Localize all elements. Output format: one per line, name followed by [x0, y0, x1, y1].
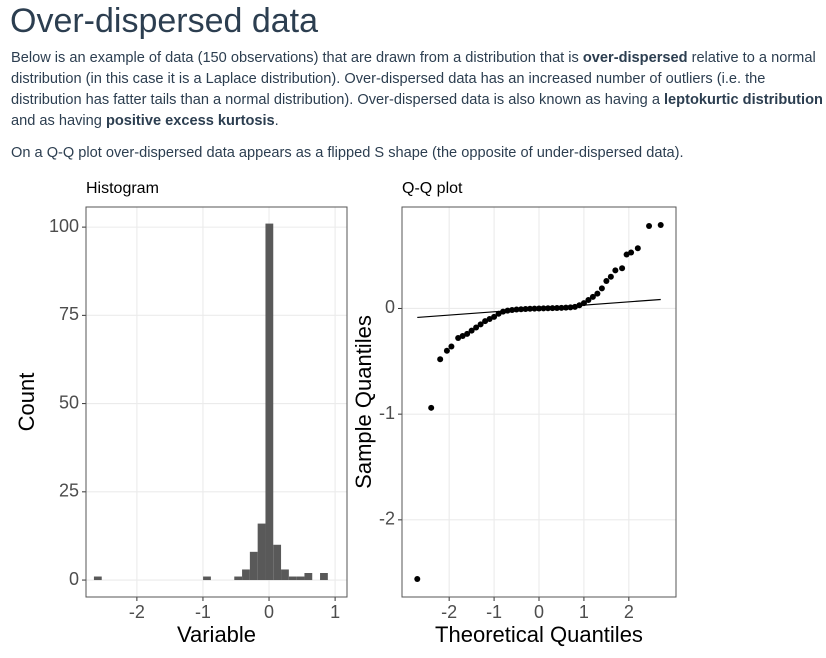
histogram-bar: [281, 569, 289, 581]
y-tick-label: -2: [379, 509, 395, 529]
histogram-bar: [273, 544, 282, 581]
histogram-bar: [288, 576, 297, 581]
histogram-bar: [203, 576, 211, 581]
chart-title: Histogram: [86, 180, 159, 197]
qq-point: [477, 321, 484, 328]
bold-text: over-dispersed: [582, 50, 688, 66]
qq-point: [634, 245, 641, 252]
qq-point: [482, 318, 489, 325]
qq-point: [531, 305, 538, 312]
x-tick-label: -1: [195, 602, 211, 622]
qq-point: [468, 327, 475, 334]
panel-border: [85, 206, 348, 598]
histogram-bar: [257, 523, 266, 581]
text: .: [274, 113, 279, 129]
qq-point: [580, 300, 587, 307]
x-tick-label: 1: [579, 602, 589, 622]
y-tick-label: 50: [59, 392, 79, 412]
histogram-bar: [242, 569, 250, 581]
qq-point: [455, 335, 462, 342]
qq-point: [518, 306, 525, 313]
qq-point: [589, 293, 596, 300]
paragraph: Below is an example of data (150 observa…: [11, 48, 826, 132]
qq-point: [491, 313, 498, 320]
panel-border: [401, 206, 677, 598]
y-tick-label: 0: [69, 569, 79, 589]
qq-point: [562, 304, 569, 311]
qq-point: [536, 305, 542, 312]
bold-text: leptokurtic distribution: [664, 92, 823, 108]
qq-point: [527, 305, 534, 312]
text: and as having: [11, 113, 106, 129]
histogram-bar: [296, 576, 305, 581]
qq-point: [504, 307, 511, 314]
qq-point: [448, 343, 455, 350]
x-tick-label: 2: [624, 602, 634, 622]
x-axis-title: Theoretical Quantiles: [435, 622, 643, 647]
qq-point: [607, 273, 614, 280]
qq-point: [500, 308, 507, 315]
qq-point: [513, 306, 520, 313]
text: On a Q-Q plot over-dispersed data appear…: [11, 145, 684, 161]
qq-point: [486, 316, 493, 323]
qq-point: [459, 332, 466, 339]
y-tick-label: 100: [49, 216, 79, 236]
qq-point: [437, 356, 444, 363]
qq-point: [540, 305, 547, 312]
page-title: Over-dispersed data: [10, 2, 319, 40]
chart-title: Q-Q plot: [402, 180, 463, 197]
qq-point: [619, 265, 626, 272]
qq-point: [558, 304, 565, 311]
qq-point: [549, 305, 556, 312]
qq-point: [576, 302, 583, 309]
histogram-bar: [234, 576, 243, 581]
x-tick-label: -1: [486, 602, 502, 622]
qq-point: [495, 310, 502, 317]
histogram-bar: [304, 573, 313, 581]
y-tick-label: 75: [59, 304, 79, 324]
panel: [86, 207, 347, 597]
text: relative to a normal distribution (in th…: [11, 50, 816, 108]
bold-text: positive excess kurtosis: [105, 113, 275, 129]
qq-point: [544, 305, 551, 312]
qq-point: [428, 404, 435, 411]
qq-point: [464, 330, 471, 337]
histogram-bar: [320, 573, 328, 581]
text: Below is an example of data (150 observa…: [11, 50, 583, 66]
qq-point: [646, 223, 653, 230]
x-tick-label: 1: [330, 602, 340, 622]
x-tick-label: 0: [264, 602, 274, 622]
qq-point: [623, 251, 630, 258]
qq-point: [443, 347, 450, 354]
histogram-bar: [265, 223, 274, 581]
qq-point: [603, 277, 610, 284]
histogram-bar: [249, 551, 258, 581]
y-axis-title: Sample Quantiles: [351, 315, 376, 489]
x-tick-label: -2: [129, 602, 145, 622]
paragraph: On a Q-Q plot over-dispersed data appear…: [11, 143, 826, 164]
y-tick-label: 25: [59, 481, 79, 501]
qq-point: [473, 324, 480, 331]
qq-point: [509, 307, 516, 314]
qq-point: [594, 290, 601, 297]
x-tick-label: 0: [534, 602, 544, 622]
qq-point: [612, 267, 619, 274]
qq-point: [567, 304, 574, 311]
x-axis-title: Variable: [177, 622, 256, 647]
qq-point: [553, 305, 560, 312]
y-tick-label: -1: [379, 403, 395, 423]
qq-point: [598, 285, 605, 292]
y-axis-title: Count: [14, 373, 39, 432]
qq-point: [414, 576, 421, 583]
qq-point: [585, 297, 592, 304]
x-tick-label: -2: [441, 602, 457, 622]
y-tick-label: 0: [385, 297, 395, 317]
histogram-bar: [93, 576, 102, 581]
qq-point: [522, 305, 529, 312]
qq-point: [628, 249, 635, 256]
qq-point: [657, 221, 664, 228]
